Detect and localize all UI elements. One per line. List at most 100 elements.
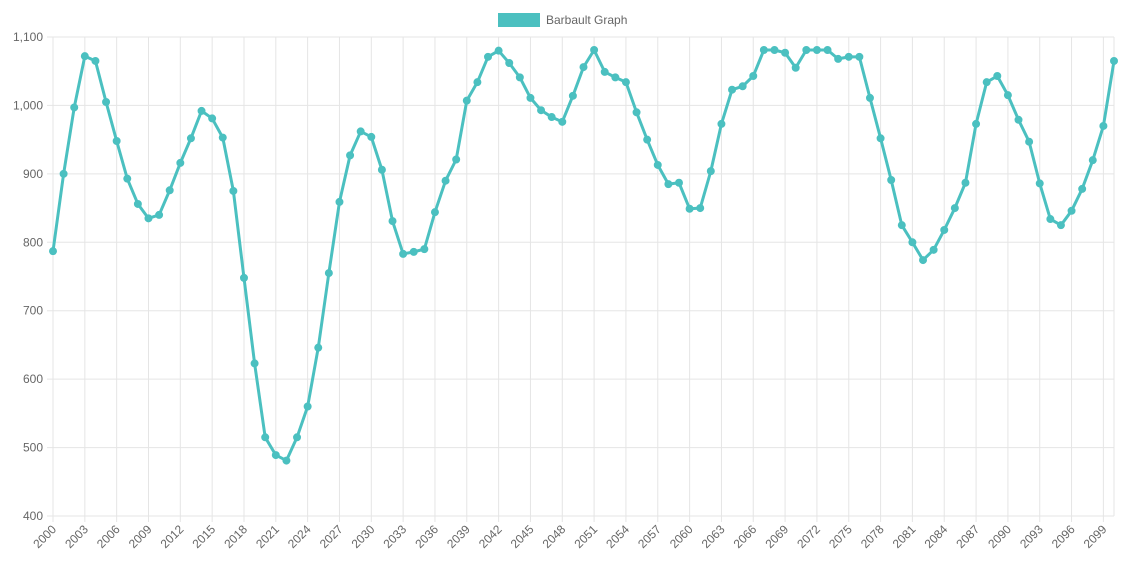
point xyxy=(239,273,248,282)
point xyxy=(420,245,429,254)
legend-label: Barbault Graph xyxy=(546,13,627,27)
point xyxy=(293,433,302,442)
point xyxy=(303,402,312,411)
point xyxy=(781,48,790,57)
point xyxy=(1099,121,1108,130)
point xyxy=(897,221,906,230)
x-tick-label: 2048 xyxy=(540,522,569,551)
point xyxy=(155,210,164,219)
point xyxy=(80,52,89,61)
point xyxy=(144,214,153,223)
y-tick-label: 400 xyxy=(23,509,43,523)
x-tick-label: 2087 xyxy=(953,522,982,551)
point xyxy=(367,132,376,141)
point xyxy=(49,247,57,256)
point xyxy=(865,93,874,102)
point xyxy=(1035,179,1044,188)
point xyxy=(218,133,227,142)
point xyxy=(505,59,514,68)
point xyxy=(1025,137,1034,146)
y-tick-label: 500 xyxy=(23,441,43,455)
point xyxy=(409,247,418,256)
point xyxy=(749,72,758,81)
point xyxy=(208,114,217,123)
y-tick-label: 800 xyxy=(23,235,43,249)
point xyxy=(706,167,715,176)
point xyxy=(1088,156,1097,165)
point xyxy=(324,269,333,278)
y-tick-label: 600 xyxy=(23,372,43,386)
point xyxy=(59,169,68,178)
x-tick-label: 2090 xyxy=(985,522,1014,551)
point xyxy=(759,46,768,55)
point xyxy=(494,46,503,55)
point xyxy=(632,108,641,117)
point xyxy=(664,180,673,189)
point xyxy=(812,46,821,55)
point xyxy=(165,186,174,195)
point xyxy=(271,451,280,460)
x-tick-label: 2012 xyxy=(158,522,187,551)
point xyxy=(547,113,556,122)
x-tick-label: 2063 xyxy=(699,522,728,551)
point xyxy=(855,52,864,61)
x-tick-label: 2018 xyxy=(221,522,250,551)
point xyxy=(770,46,779,55)
point xyxy=(282,456,291,465)
point xyxy=(112,137,121,146)
point xyxy=(484,52,493,61)
point xyxy=(1067,206,1076,215)
point xyxy=(982,78,991,87)
point xyxy=(802,46,811,55)
point xyxy=(590,46,599,55)
x-tick-label: 2069 xyxy=(762,522,791,551)
point xyxy=(1078,184,1087,193)
x-tick-label: 2066 xyxy=(731,522,760,551)
point xyxy=(430,208,439,217)
point xyxy=(1056,221,1065,230)
point xyxy=(972,119,981,128)
point xyxy=(473,78,482,87)
x-tick-label: 2081 xyxy=(890,522,919,551)
point xyxy=(441,176,450,185)
point xyxy=(993,72,1002,81)
point xyxy=(133,199,142,208)
point xyxy=(526,93,535,102)
point xyxy=(399,249,408,258)
x-tick-label: 2054 xyxy=(603,522,632,551)
point xyxy=(696,204,705,213)
y-tick-label: 1,000 xyxy=(13,98,43,112)
x-tick-label: 2024 xyxy=(285,522,314,551)
x-tick-label: 2078 xyxy=(858,522,887,551)
point xyxy=(919,256,928,265)
x-tick-label: 2006 xyxy=(94,522,123,551)
x-tick-label: 2003 xyxy=(62,522,91,551)
legend-swatch xyxy=(498,13,540,27)
point xyxy=(600,67,609,76)
x-tick-label: 2057 xyxy=(635,522,664,551)
legend-item: Barbault Graph xyxy=(498,13,627,27)
x-tick-label: 2030 xyxy=(349,522,378,551)
point xyxy=(102,98,111,107)
x-tick-label: 2036 xyxy=(412,522,441,551)
point xyxy=(1046,215,1055,224)
point xyxy=(717,119,726,128)
point xyxy=(558,117,567,126)
point xyxy=(377,165,386,174)
point xyxy=(908,238,917,247)
x-tick-label: 2009 xyxy=(126,522,155,551)
point xyxy=(229,186,238,195)
y-tick-label: 900 xyxy=(23,167,43,181)
point xyxy=(950,204,959,213)
point xyxy=(876,134,885,143)
point xyxy=(579,63,588,72)
point xyxy=(335,197,344,206)
x-tick-label: 2042 xyxy=(476,522,505,551)
x-tick-label: 2072 xyxy=(794,522,823,551)
y-tick-label: 1,100 xyxy=(13,30,43,44)
point xyxy=(91,56,100,65)
point xyxy=(844,52,853,61)
point xyxy=(314,343,323,352)
point xyxy=(929,245,938,254)
x-tick-label: 2033 xyxy=(380,522,409,551)
